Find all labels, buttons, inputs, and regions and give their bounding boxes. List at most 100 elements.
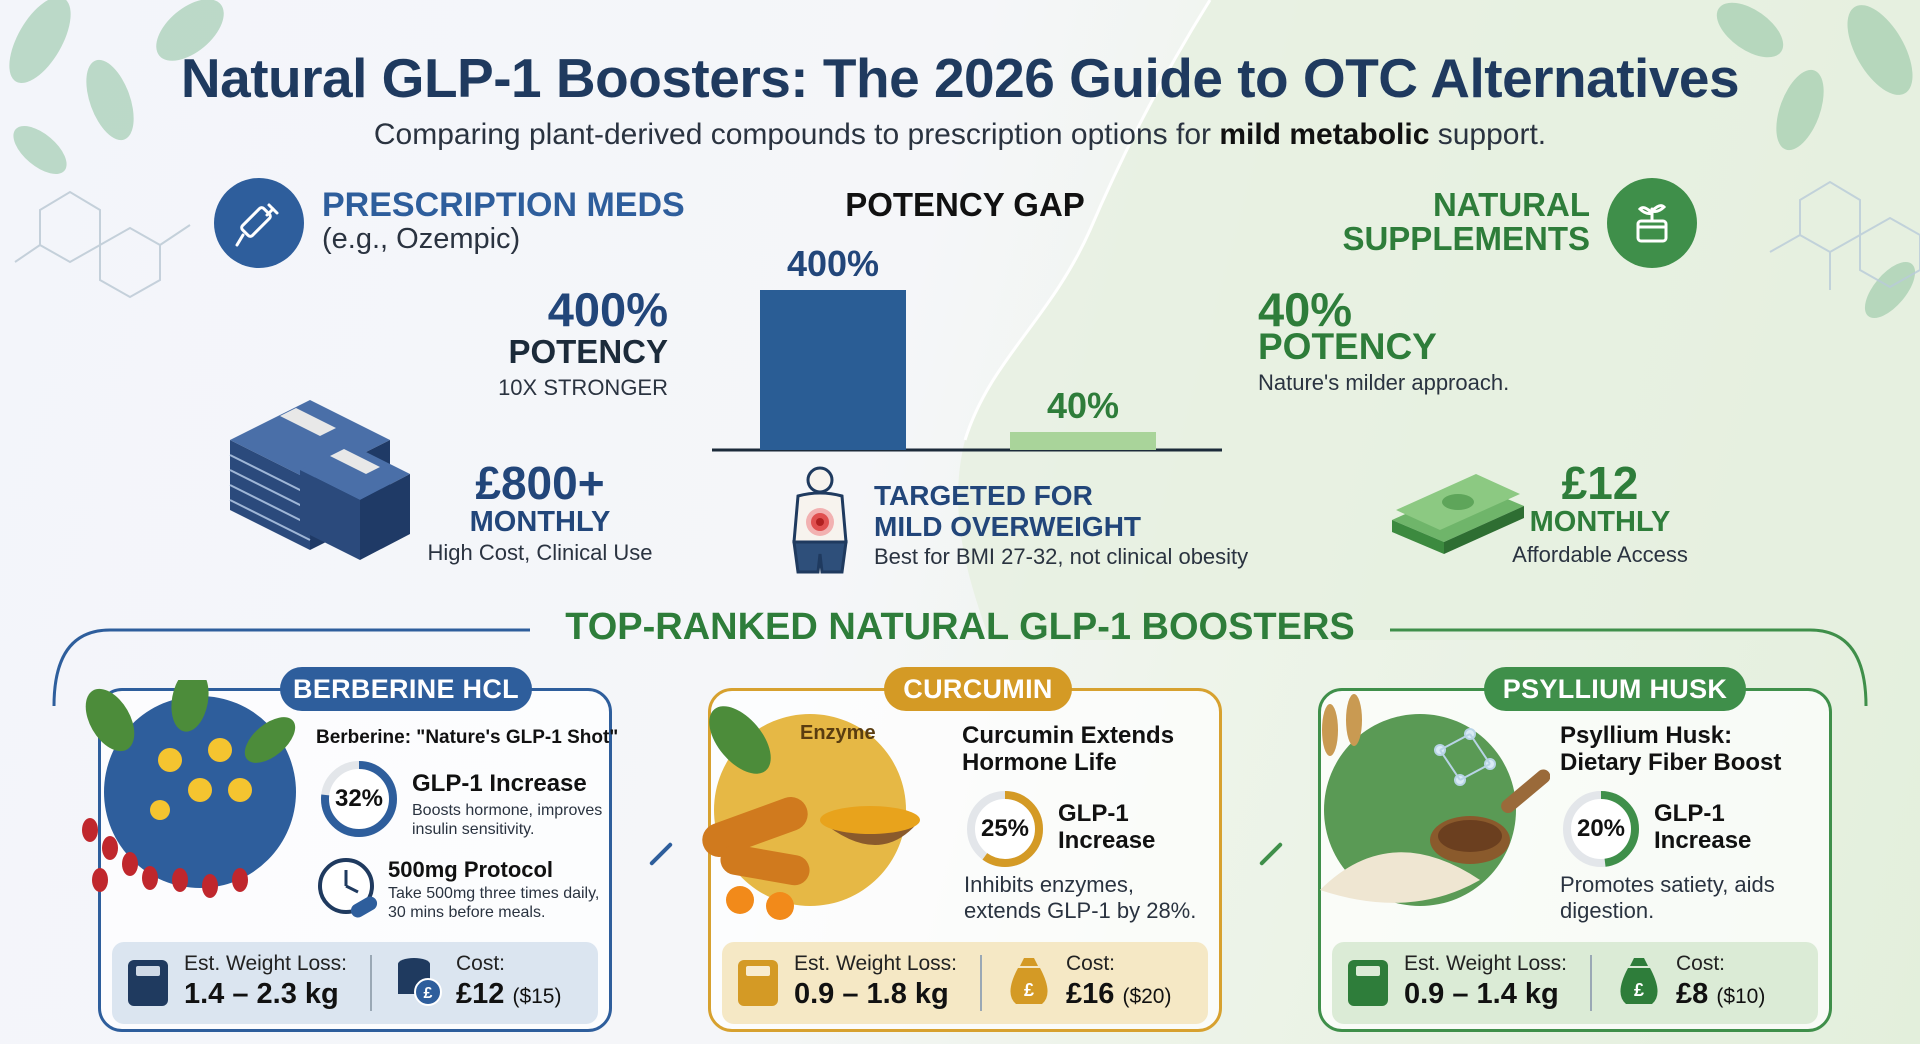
page-subtitle: Comparing plant-derived compounds to pre… — [0, 118, 1920, 152]
leaf-decoration-right — [1716, 2, 1916, 319]
chart-bar-prescription — [760, 290, 906, 450]
curcumin-percent-ring — [967, 791, 1043, 867]
prescription-cost-label: MONTHLY — [469, 506, 611, 538]
syringe-icon — [214, 178, 304, 268]
divider — [980, 955, 982, 1011]
prescription-potency-note: 10X STRONGER — [498, 375, 668, 400]
subtitle-text: Comparing plant-derived compounds to pre… — [373, 118, 1220, 151]
leaf-decoration-left — [9, 0, 224, 174]
berberine-cost-usd: ($15) — [512, 985, 562, 1008]
natural-title: NATURAL SUPPLEMENTS — [1290, 188, 1590, 256]
potency-gap-chart: 400% 40% — [712, 243, 1222, 452]
berberine-weight-label: Est. Weight Loss: — [184, 952, 348, 975]
natural-title-line1: NATURAL — [1432, 186, 1590, 223]
psyllium-weight-label: Est. Weight Loss: — [1404, 952, 1568, 975]
curcumin-increase-label: GLP-1 Increase — [1058, 800, 1155, 854]
curcumin-cost-value: £16 ($20) — [1066, 978, 1171, 1011]
berberine-plant-illustration — [82, 680, 296, 898]
target-note: Best for BMI 27-32, not clinical obesity — [874, 544, 1249, 569]
curcumin-weight-value: 0.9 – 1.8 kg — [794, 978, 949, 1010]
psyllium-percent: 20% — [1576, 815, 1626, 842]
card-curcumin-title: CURCUMIN — [884, 667, 1072, 711]
target-title-line1: TARGETED FOR — [874, 480, 1093, 511]
divider — [1590, 955, 1592, 1011]
svg-text:£: £ — [1024, 980, 1034, 1000]
section-title: TOP-RANKED NATURAL GLP-1 BOOSTERS — [565, 606, 1355, 648]
curcumin-increase-label-1: GLP-1 — [1058, 800, 1129, 827]
natural-potency-note: Nature's milder approach. — [1258, 370, 1510, 395]
scale-icon — [1348, 960, 1388, 1006]
psyllium-headline-1: Psyllium Husk: — [1560, 722, 1733, 749]
berberine-headline: Berberine: "Nature's GLP-1 Shot" — [316, 727, 619, 748]
page-title: Natural GLP-1 Boosters: The 2026 Guide t… — [180, 47, 1740, 109]
berberine-footer — [112, 942, 598, 1024]
berberine-cost-label: Cost: — [456, 952, 506, 975]
berberine-weight-value: 1.4 – 2.3 kg — [184, 978, 339, 1010]
psyllium-increase-label-2: Increase — [1654, 827, 1752, 854]
money-stack-icon — [229, 400, 410, 560]
psyllium-cost-usd: ($10) — [1716, 985, 1766, 1008]
natural-cost-note: Affordable Access — [1512, 542, 1688, 567]
money-bag-icon: £ — [1010, 958, 1048, 1004]
psyllium-cost-value: £8 ($10) — [1676, 978, 1765, 1011]
card-psyllium-title: PSYLLIUM HUSK — [1484, 667, 1746, 711]
card-connector — [1258, 841, 1284, 867]
molecule-decoration-left — [14, 190, 191, 299]
plant-pot-icon — [1607, 178, 1697, 268]
target-title-line2: MILD OVERWEIGHT — [874, 511, 1142, 542]
berberine-increase-label: GLP-1 Increase — [412, 770, 587, 797]
cash-icon — [1392, 474, 1524, 554]
psyllium-cost-label: Cost: — [1676, 952, 1726, 975]
chart-value-label-natural: 40% — [1047, 385, 1119, 426]
berberine-percent-ring — [321, 761, 397, 837]
ring-progress — [967, 791, 1043, 867]
prescription-potency-value: 400% — [547, 283, 668, 336]
potency-gap-title: POTENCY GAP — [845, 186, 1085, 223]
curcumin-cost-gbp: £16 — [1066, 978, 1115, 1010]
psyllium-weight-value: 0.9 – 1.4 kg — [1404, 978, 1559, 1010]
money-bag-icon: £ — [1620, 958, 1658, 1004]
psyllium-footer — [1332, 942, 1818, 1024]
prescription-cost-note: High Cost, Clinical Use — [427, 540, 653, 565]
psyllium-husk-illustration — [1320, 694, 1550, 906]
psyllium-percent-ring — [1563, 791, 1639, 867]
prescription-potency-label: POTENCY — [508, 333, 668, 370]
scale-icon — [128, 960, 168, 1006]
coins-pound-icon: £ — [398, 958, 442, 1006]
curcumin-percent: 25% — [980, 815, 1030, 842]
psyllium-cost-gbp: £8 — [1676, 978, 1709, 1010]
prescription-title: PRESCRIPTION MEDS — [322, 186, 685, 224]
psyllium-increase-label: GLP-1 Increase — [1654, 800, 1751, 854]
berberine-percent: 32% — [334, 785, 384, 812]
divider — [370, 955, 372, 1011]
card-connector — [648, 841, 674, 867]
curcumin-increase-label-2: Increase — [1058, 827, 1156, 854]
berberine-protocol-note: Take 500mg three times daily, 30 mins be… — [388, 885, 600, 921]
body-target-icon — [792, 466, 848, 574]
section-frame — [52, 628, 1868, 707]
curcumin-description: Inhibits enzymes, extends GLP-1 by 28%. — [964, 872, 1197, 923]
natural-title-line2: SUPPLEMENTS — [1342, 220, 1590, 257]
natural-cost-label: MONTHLY — [1529, 506, 1671, 538]
target-title: TARGETED FOR MILD OVERWEIGHT — [874, 480, 1141, 542]
psyllium-description: Promotes satiety, aids digestion. — [1560, 872, 1775, 923]
svg-text:£: £ — [1634, 980, 1644, 1000]
chart-bar-natural — [1010, 432, 1156, 450]
curcumin-image-label: Enzyme — [800, 722, 876, 744]
psyllium-headline-2: Dietary Fiber Boost — [1560, 749, 1782, 776]
curcumin-headline: Curcumin Extends Hormone Life — [962, 722, 1175, 776]
curcumin-turmeric-illustration — [702, 706, 920, 920]
curcumin-cost-usd: ($20) — [1122, 985, 1172, 1008]
ring-progress — [321, 761, 397, 837]
natural-cost-value: £12 — [1561, 457, 1639, 509]
svg-text:£: £ — [424, 985, 433, 1002]
natural-potency-value: 40% — [1258, 283, 1353, 336]
psyllium-headline: Psyllium Husk: Dietary Fiber Boost — [1560, 722, 1820, 776]
curcumin-footer — [722, 942, 1208, 1024]
subtitle-emphasis: mild metabolic — [1219, 118, 1430, 151]
chart-value-label-prescription: 400% — [787, 243, 879, 284]
berberine-increase-note: Boosts hormone, improves insulin sensiti… — [412, 802, 603, 838]
berberine-protocol-title: 500mg Protocol — [388, 857, 554, 882]
subtitle-text-end: support. — [1429, 118, 1547, 151]
